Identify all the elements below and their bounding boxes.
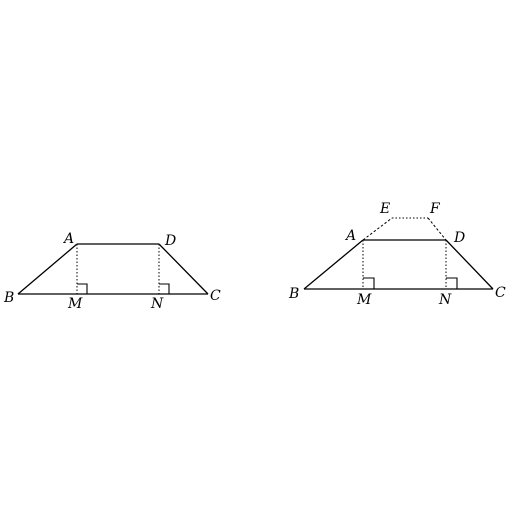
right-right-angle-n [446, 277, 458, 289]
left-right-angle-m [77, 283, 88, 294]
left-label-d: D [164, 233, 176, 249]
left-label-n: N [150, 296, 164, 312]
right-segment-fd [427, 217, 447, 241]
right-segment-ab [303, 239, 364, 290]
left-label-b: B [3, 290, 14, 306]
right-segment-dc [445, 239, 494, 290]
right-label-m: M [356, 292, 372, 308]
left-segment-dc [158, 243, 209, 295]
left-label-c: C [210, 288, 221, 304]
left-label-m: M [67, 296, 83, 312]
left-right-angle-n [159, 283, 170, 294]
left-trapezoid-figure: A D B C M N [3, 231, 221, 312]
right-right-angle-m [363, 277, 375, 289]
left-segment-ab [17, 243, 78, 295]
right-label-e: E [379, 201, 390, 217]
right-label-b: B [288, 286, 299, 302]
right-trapezoid-figure: E F A D B C M N [288, 201, 506, 308]
right-label-f: F [429, 201, 441, 217]
right-segment-ae [362, 217, 393, 241]
right-label-a: A [344, 228, 356, 244]
right-label-c: C [495, 285, 506, 301]
right-label-n: N [438, 292, 452, 308]
right-label-d: D [453, 230, 465, 246]
left-label-a: A [62, 231, 74, 247]
